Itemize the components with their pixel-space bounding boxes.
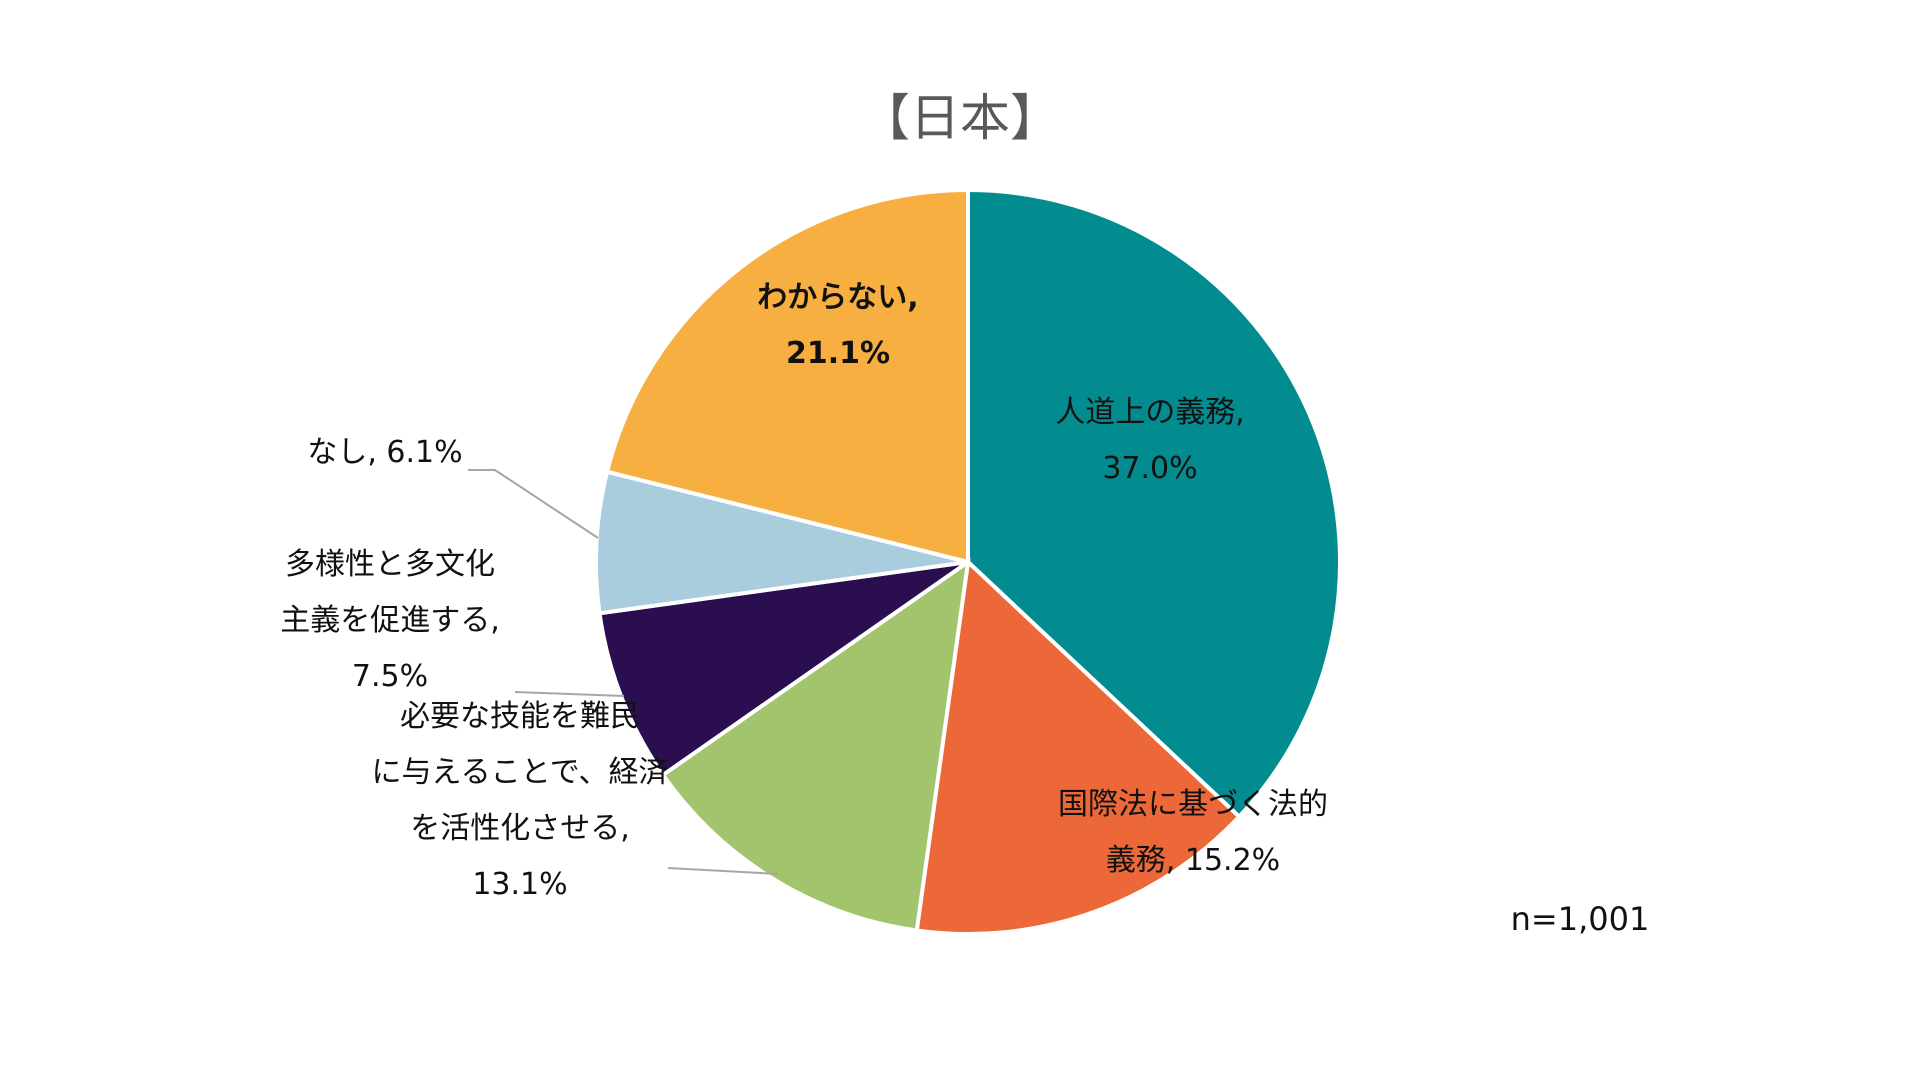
- slice-label-line: 必要な技能を難民: [400, 699, 640, 734]
- slice-label-line: わからない,: [757, 280, 918, 315]
- chart-title: 【日本】: [860, 89, 1060, 147]
- pie-slices: [594, 187, 1342, 936]
- slice-label-line: 13.1%: [472, 867, 567, 902]
- slice-label-line: 人道上の義務,: [1055, 395, 1245, 430]
- slice-label-line: に与えることで、経済: [372, 755, 669, 790]
- slice-label-line: 国際法に基づく法的: [1058, 787, 1328, 822]
- slice-label-1: 人道上の義務, 37.0%: [1055, 395, 1245, 486]
- slice-label-line: 多様性と多文化: [285, 547, 495, 582]
- slice-label-5: なし, 6.1%: [307, 435, 462, 470]
- pie-slice-5: [594, 469, 969, 616]
- pie-slice-2: [914, 557, 1243, 936]
- slice-label-line: 7.5%: [352, 659, 428, 694]
- slice-labels: 人道上の義務, 37.0% 国際法に基づく法的義務, 15.2% 必要な技能を難民に与…: [280, 280, 1328, 902]
- leader-line-4: [514, 691, 625, 697]
- slice-label-line: を活性化させる,: [410, 811, 630, 846]
- slice-label-2: 国際法に基づく法的義務, 15.2%: [1058, 787, 1328, 878]
- pie-slice-6: [604, 187, 970, 565]
- slice-label-4: 多様性と多文化主義を促進する, 7.5%: [280, 547, 500, 694]
- slice-label-3: 必要な技能を難民に与えることで、経済を活性化させる, 13.1%: [372, 699, 669, 902]
- slice-label-line: 義務, 15.2%: [1106, 843, 1280, 878]
- pie-slice-4: [597, 560, 970, 778]
- pie-slice-3: [660, 557, 971, 933]
- sample-size-note: n=1,001: [1511, 900, 1650, 938]
- leader-line-3: [667, 867, 779, 875]
- leader-line-5: [468, 469, 599, 539]
- slice-label-line: 37.0%: [1102, 451, 1197, 486]
- slice-label-6: わからない, 21.1%: [757, 280, 918, 371]
- slice-label-line: 21.1%: [786, 336, 890, 371]
- pie-slice-1: [966, 187, 1342, 820]
- slice-label-line: 主義を促進する,: [280, 603, 500, 638]
- leader-lines: [468, 469, 779, 875]
- slice-label-line: なし, 6.1%: [307, 435, 462, 470]
